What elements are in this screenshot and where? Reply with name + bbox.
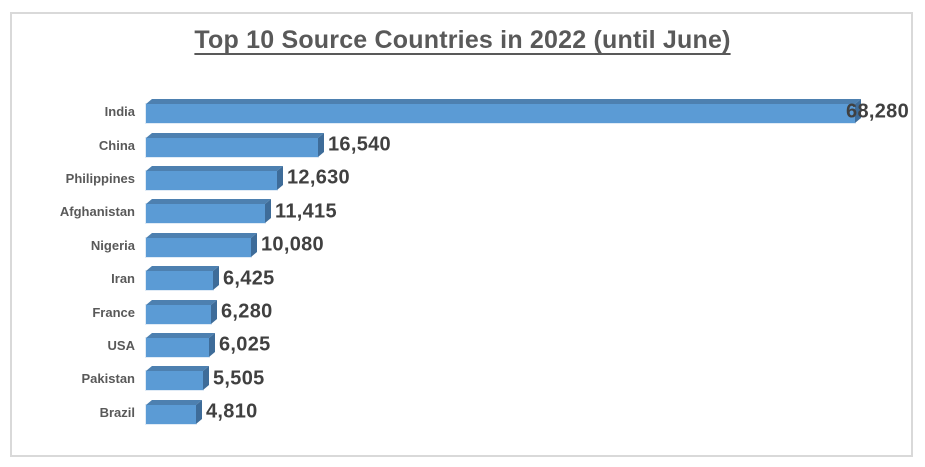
bar: [146, 332, 215, 357]
bar-top-bevel: [146, 332, 215, 338]
bar-track: 4,810: [146, 396, 913, 429]
value-label: 16,540: [328, 133, 391, 156]
bar-side-bevel: [211, 299, 217, 324]
category-label: Afghanistan: [59, 204, 135, 220]
value-label: 11,415: [275, 200, 337, 223]
chart-border: [10, 12, 913, 457]
bar-row: China 16,540: [0, 128, 913, 161]
bar-top-bevel: [146, 132, 324, 138]
bar-top-bevel: [146, 99, 861, 105]
bar: [146, 366, 209, 391]
value-label: 6,425: [223, 267, 275, 290]
bar-top-bevel: [146, 199, 271, 205]
bar: [146, 232, 257, 257]
bar-track: 6,280: [146, 295, 913, 328]
bar-track: 68,280: [146, 95, 913, 128]
value-label: 4,810: [206, 400, 258, 423]
bar-row: Afghanistan 11,415: [0, 195, 913, 228]
bar-row: Philippines 12,630: [0, 162, 913, 195]
bar-side-bevel: [203, 366, 209, 391]
bar-row: Brazil 4,810: [0, 396, 913, 429]
category-label: USA: [107, 337, 135, 353]
bar-track: 5,505: [146, 362, 913, 395]
value-label: 12,630: [287, 166, 350, 189]
category-label: Pakistan: [81, 371, 135, 387]
value-label: 6,025: [219, 333, 271, 356]
bar-row: India 68,280: [0, 95, 913, 128]
bar: [146, 99, 861, 124]
category-label: Iran: [111, 271, 135, 287]
bar-top-bevel: [146, 266, 219, 272]
category-label: Nigeria: [90, 237, 135, 253]
category-label: Brazil: [99, 404, 135, 420]
bar-top-bevel: [146, 399, 202, 405]
bar-row: Iran 6,425: [0, 262, 913, 295]
bar: [146, 266, 219, 291]
bar: [146, 132, 324, 157]
value-label: 68,280: [846, 100, 909, 123]
value-label: 10,080: [261, 233, 324, 256]
bar-side-bevel: [196, 399, 202, 424]
bar-row: USA 6,025: [0, 329, 913, 362]
bar-side-bevel: [251, 232, 257, 257]
bar-row: Pakistan 5,505: [0, 362, 913, 395]
category-label: India: [104, 104, 135, 120]
bar-row: Nigeria 10,080: [0, 229, 913, 262]
chart-title: Top 10 Source Countries in 2022 (until J…: [194, 26, 731, 54]
bar-track: 11,415: [146, 195, 913, 228]
bar-side-bevel: [213, 266, 219, 291]
bar-top-bevel: [146, 299, 217, 305]
bar-top-bevel: [146, 366, 209, 372]
bar-track: 6,025: [146, 329, 913, 362]
bar-side-bevel: [277, 165, 283, 190]
bar-row: France 6,280: [0, 295, 913, 328]
bar-top-bevel: [146, 232, 257, 238]
bar-track: 10,080: [146, 229, 913, 262]
value-label: 6,280: [221, 300, 273, 323]
category-label: France: [92, 304, 135, 320]
value-label: 5,505: [213, 367, 265, 390]
bar-top-bevel: [146, 165, 283, 171]
category-label: China: [98, 137, 135, 153]
bar-side-bevel: [318, 132, 324, 157]
bar: [146, 299, 217, 324]
bar: [146, 399, 202, 424]
bar-side-bevel: [265, 199, 271, 224]
bar-side-bevel: [209, 332, 215, 357]
bar-track: 12,630: [146, 162, 913, 195]
bar-track: 16,540: [146, 128, 913, 161]
bar-track: 6,425: [146, 262, 913, 295]
bar: [146, 199, 271, 224]
bar-rows: India 68,280 China 16,540 Philippines 12,630 A…: [0, 95, 913, 429]
bar: [146, 165, 283, 190]
category-label: Philippines: [65, 170, 135, 186]
